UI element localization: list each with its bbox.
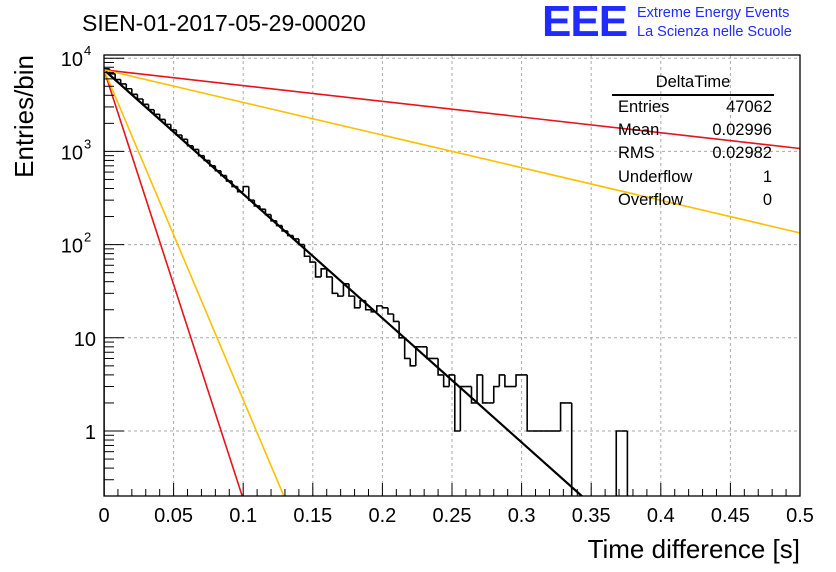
x-tick-label: 0.4 [647, 505, 675, 527]
histogram-bin [214, 165, 221, 172]
x-tick-label: 0.2 [368, 505, 396, 527]
logo-line-1: Extreme Energy Events [637, 5, 790, 21]
stats-box: DeltaTime Entries 47062 Mean 0.02996 RMS… [612, 72, 774, 212]
stats-label: Overflow [618, 190, 684, 209]
histogram-bin [409, 358, 416, 367]
stats-title: DeltaTime [612, 72, 774, 96]
histogram-bin [337, 293, 344, 297]
fit-line-yellow-fast [104, 69, 285, 496]
histogram-bin [131, 88, 138, 96]
histogram-bin [570, 402, 573, 496]
y-tick-label: 10 [61, 236, 83, 258]
histogram-bin [164, 119, 171, 126]
histogram-bin [498, 374, 505, 387]
histogram-bin [208, 160, 216, 167]
x-tick-label: 0.1 [229, 505, 257, 527]
stats-row-overflow: Overflow 0 [612, 189, 774, 212]
fit-line-black-fit [104, 69, 584, 496]
stats-value: 0 [762, 190, 772, 209]
stats-value: 47062 [726, 98, 772, 116]
histogram-bin [387, 307, 394, 315]
x-tick-label: 0.45 [711, 505, 750, 527]
fit-line-yellow-slow [104, 69, 800, 234]
stats-label: Underflow [618, 167, 693, 186]
histogram-bin [481, 374, 489, 404]
stats-value: 1 [762, 167, 772, 186]
fit-line-red-slow [104, 69, 800, 150]
x-tick-label: 0.15 [293, 505, 332, 527]
histogram-bin [153, 109, 160, 116]
stats-row-underflow: Underflow 1 [612, 166, 774, 189]
histogram-bin [515, 374, 522, 387]
histogram-bin [104, 67, 110, 496]
fit-line-red-fast [104, 69, 244, 496]
stats-value: 0.02996 [712, 121, 772, 140]
y-tick-label: 1 [85, 422, 96, 444]
eee-logo: EEE Extreme Energy Events La Scienza nel… [540, 0, 830, 47]
y-tick-label: 10 [61, 49, 83, 71]
histogram-bin [403, 337, 411, 360]
histogram-bin [470, 386, 478, 404]
histogram-bin [492, 385, 500, 403]
stats-row-entries: Entries 47062 [612, 96, 774, 119]
histogram-bin [426, 346, 433, 360]
stats-label: Entries [618, 98, 670, 116]
histogram-bin [504, 374, 511, 388]
histogram-bin [136, 94, 143, 100]
histogram-bin [353, 296, 361, 309]
x-tick-label: 0.05 [154, 505, 193, 527]
histogram-bin [437, 358, 444, 376]
histogram-bin [247, 186, 255, 201]
y-tick-exponent: 4 [84, 43, 91, 58]
y-axis-label: Entries/bin [9, 55, 39, 178]
run-title: SIEN-01-2017-05-29-00020 [82, 10, 366, 36]
stats-value: 0.02982 [712, 144, 772, 163]
histogram-bin [615, 430, 622, 496]
histogram-bin [476, 374, 483, 403]
y-tick-label: 10 [61, 142, 83, 164]
logo-mark: EEE [542, 0, 628, 46]
logo-line-2: La Scienza nelle Scuole [637, 24, 792, 40]
histogram-bin [442, 374, 450, 388]
histogram-bin [526, 374, 533, 432]
histogram-bin [119, 79, 127, 85]
histogram-bin [392, 314, 400, 323]
histogram-bin [331, 276, 338, 295]
histogram-bin [314, 262, 322, 278]
y-tick-exponent: 2 [84, 230, 91, 245]
x-tick-label: 0.25 [433, 505, 472, 527]
histogram-bin [125, 83, 132, 90]
histogram-bin [158, 114, 166, 121]
histogram-bin [381, 305, 388, 309]
histogram-bin [325, 268, 333, 278]
histogram-bin [114, 73, 121, 81]
histogram-bin [559, 402, 567, 431]
x-tick-label: 0.3 [508, 505, 536, 527]
axis-ticks: 0 0.05 0.1 0.15 0.2 0.25 0.3 0.35 0.4 0.45 0.51101… [61, 43, 814, 527]
stats-row-mean: Mean 0.02996 [612, 119, 774, 142]
histogram-bin [448, 374, 455, 387]
histogram-bin [142, 98, 149, 106]
histogram-bin [376, 305, 383, 312]
y-tick-label: 10 [74, 329, 96, 351]
x-axis-label: Time difference [s] [588, 534, 800, 564]
x-tick-label: 0.5 [786, 505, 814, 527]
x-tick-label: 0.35 [572, 505, 611, 527]
stats-row-rms: RMS 0.02982 [612, 142, 774, 165]
stats-label: Mean [618, 121, 660, 140]
histogram-bin [453, 374, 461, 432]
stats-label: RMS [618, 144, 655, 163]
histogram-bin [242, 185, 249, 192]
x-tick-label: 0 [98, 505, 109, 527]
y-tick-exponent: 3 [84, 136, 91, 151]
histogram-bin [181, 134, 188, 141]
histogram-bin [320, 267, 327, 277]
histogram-bin [309, 256, 316, 263]
